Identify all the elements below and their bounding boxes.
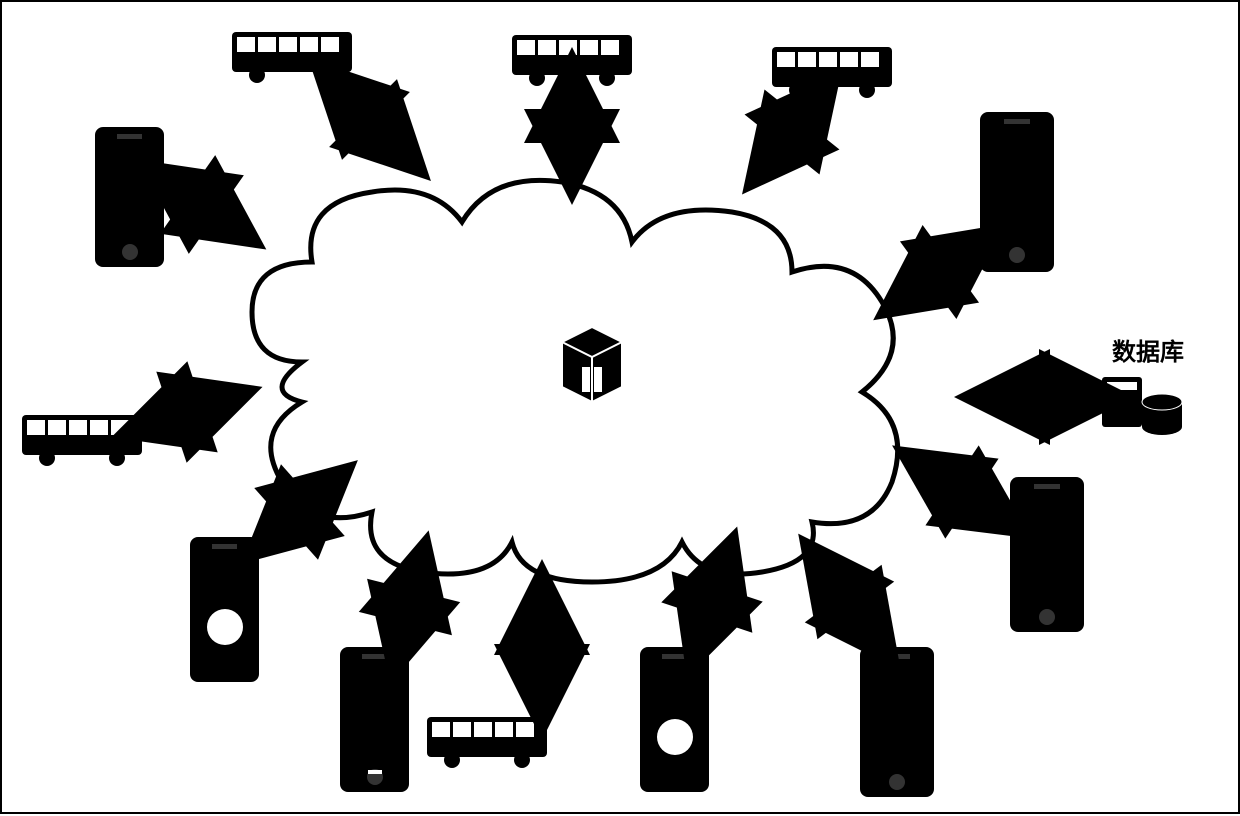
phone-icon: [632, 642, 717, 802]
phone-icon: [332, 642, 417, 802]
phone-icon: [1002, 472, 1092, 642]
bus-icon: [222, 17, 362, 92]
phone-icon: [182, 532, 267, 692]
phone-icon: [87, 122, 172, 277]
center-server-icon: [542, 312, 642, 417]
database-icon: [1097, 367, 1187, 442]
bus-icon: [502, 20, 642, 95]
bus-icon: [417, 702, 557, 777]
bus-icon: [762, 32, 902, 107]
bus-icon: [12, 400, 152, 475]
database-label: 数据库: [1112, 332, 1184, 367]
phone-icon: [972, 107, 1062, 282]
phone-icon: [852, 642, 942, 807]
